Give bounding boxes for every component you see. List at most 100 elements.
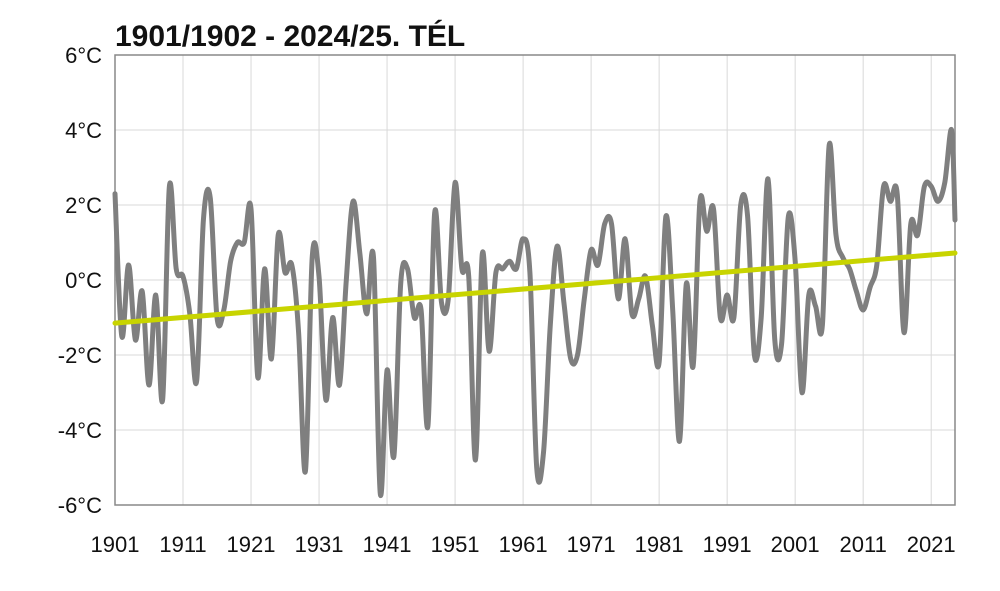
data-point bbox=[637, 297, 641, 301]
data-point bbox=[820, 323, 824, 327]
plot-frame bbox=[114, 54, 956, 506]
data-point bbox=[596, 263, 600, 267]
data-point bbox=[698, 199, 702, 203]
data-point bbox=[127, 263, 131, 267]
data-point bbox=[385, 368, 389, 372]
data-point bbox=[372, 256, 375, 259]
data-point bbox=[678, 439, 681, 443]
data-point bbox=[174, 267, 178, 271]
data-point bbox=[181, 274, 185, 278]
x-tick-label: 1981 bbox=[635, 532, 684, 557]
data-point bbox=[950, 128, 954, 132]
data-point bbox=[739, 203, 743, 207]
data-point bbox=[167, 184, 171, 188]
data-point bbox=[630, 312, 634, 316]
data-point bbox=[297, 331, 301, 334]
data-point bbox=[433, 211, 437, 214]
data-point bbox=[610, 222, 613, 226]
data-point bbox=[603, 222, 607, 226]
data-point bbox=[317, 274, 321, 278]
y-tick-label: 0°C bbox=[65, 268, 102, 293]
data-point bbox=[229, 259, 233, 263]
x-tick-label: 2011 bbox=[840, 532, 887, 557]
x-axis: 1901 1911 1921 1931 1941 1951 1961 1971 1981 1991… bbox=[91, 532, 956, 557]
x-tick-label: 1911 bbox=[159, 532, 206, 557]
data-point bbox=[888, 199, 892, 203]
data-point bbox=[222, 308, 226, 312]
data-point bbox=[501, 267, 505, 271]
data-point bbox=[759, 316, 763, 319]
data-point bbox=[773, 338, 777, 342]
data-point bbox=[616, 297, 620, 301]
y-tick-label: 6°C bbox=[65, 43, 102, 68]
data-point bbox=[331, 316, 335, 319]
data-point bbox=[650, 323, 654, 327]
data-point bbox=[657, 361, 661, 364]
data-point bbox=[882, 184, 886, 188]
data-point bbox=[426, 424, 430, 428]
data-point bbox=[412, 316, 416, 319]
data-point bbox=[909, 222, 913, 226]
data-point bbox=[555, 244, 559, 248]
data-point bbox=[569, 357, 573, 361]
data-point bbox=[705, 229, 709, 233]
data-point bbox=[922, 184, 926, 188]
data-point bbox=[780, 342, 784, 346]
data-point bbox=[338, 383, 341, 387]
data-point bbox=[467, 274, 471, 278]
data-point bbox=[854, 289, 858, 293]
data-point bbox=[807, 293, 811, 297]
data-point bbox=[446, 297, 450, 301]
data-point bbox=[351, 199, 355, 203]
x-tick-label: 1921 bbox=[227, 532, 276, 557]
data-point bbox=[133, 338, 137, 342]
data-point bbox=[671, 308, 675, 312]
data-point bbox=[460, 267, 464, 271]
temperature-series-line bbox=[112, 127, 958, 498]
data-point bbox=[800, 391, 804, 394]
data-point bbox=[691, 364, 695, 368]
y-tick-label: -2°C bbox=[58, 343, 102, 368]
data-point bbox=[582, 297, 586, 301]
data-point bbox=[793, 259, 797, 263]
y-tick-label: 2°C bbox=[65, 193, 102, 218]
data-point bbox=[154, 293, 158, 297]
data-point bbox=[814, 304, 818, 308]
data-point bbox=[249, 207, 253, 211]
data-point bbox=[848, 267, 852, 271]
data-point bbox=[487, 349, 491, 353]
data-point bbox=[276, 233, 280, 237]
data-point bbox=[378, 492, 382, 496]
data-point bbox=[841, 256, 845, 259]
data-point bbox=[929, 184, 933, 188]
data-point bbox=[868, 286, 872, 289]
x-tick-label: 2001 bbox=[771, 532, 820, 557]
data-point bbox=[895, 192, 899, 196]
data-point bbox=[235, 241, 239, 244]
x-tick-label: 1901 bbox=[91, 532, 140, 557]
y-axis: 6°C 4°C 2°C 0°C -2°C -4°C -6°C bbox=[58, 43, 102, 518]
data-point bbox=[766, 177, 770, 181]
data-point bbox=[548, 323, 552, 327]
data-point bbox=[263, 267, 267, 271]
data-point bbox=[827, 143, 831, 147]
data-point bbox=[290, 263, 294, 267]
data-point bbox=[712, 207, 715, 211]
trend-line bbox=[112, 250, 958, 326]
data-point bbox=[474, 458, 477, 462]
data-point bbox=[521, 237, 525, 241]
data-point bbox=[120, 334, 124, 338]
data-point bbox=[623, 237, 627, 241]
data-point bbox=[113, 192, 117, 196]
data-points bbox=[113, 128, 957, 496]
data-point bbox=[419, 308, 423, 312]
data-point bbox=[664, 214, 668, 218]
data-point bbox=[834, 233, 838, 237]
data-point bbox=[324, 398, 328, 402]
x-tick-label: 1961 bbox=[499, 532, 548, 557]
data-point bbox=[283, 271, 287, 274]
data-point bbox=[562, 301, 566, 304]
data-point bbox=[718, 316, 722, 319]
data-point bbox=[365, 312, 369, 316]
